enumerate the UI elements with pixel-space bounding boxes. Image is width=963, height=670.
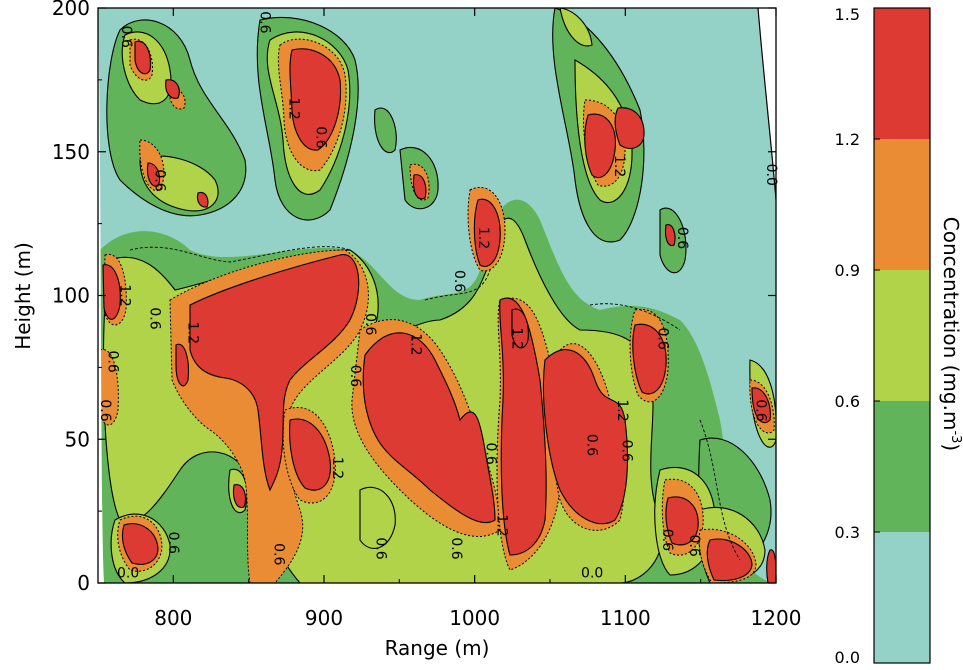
contour-label: 0.0 bbox=[763, 164, 779, 186]
y-axis: 0 50 100 150 200 bbox=[52, 0, 776, 595]
contour-label: 1.2 bbox=[493, 514, 509, 536]
colorbar-swatch bbox=[874, 532, 930, 663]
contour-label: 0.6 bbox=[451, 270, 467, 292]
contour-label: 0.6 bbox=[165, 532, 181, 554]
colorbar-tick-label: 1.5 bbox=[835, 5, 860, 24]
contour-labels: 0.6 0.6 1.2 0.6 0.6 0.6 1.2 1.2 0.6 0.0 1.2 0.6 1.2 0… bbox=[97, 11, 779, 581]
colorbar: 0.0 0.3 0.6 0.9 1.2 1.5 bbox=[835, 5, 931, 667]
contour-label: 0.6 bbox=[312, 126, 328, 148]
x-tick-label: 800 bbox=[154, 606, 192, 630]
contour-label: 0.6 bbox=[118, 26, 134, 48]
y-tick-label: 50 bbox=[65, 427, 90, 451]
contour-label: 0.6 bbox=[147, 307, 163, 329]
colorbar-frame bbox=[873, 7, 931, 664]
contour-label: 1.2 bbox=[614, 399, 630, 421]
contour-lines bbox=[129, 246, 741, 561]
colorbar-swatch bbox=[874, 270, 930, 401]
y-axis-title: Height (m) bbox=[11, 242, 35, 350]
contour-label: 0.6 bbox=[257, 11, 273, 33]
contour-label: 1.2 bbox=[475, 227, 491, 249]
colorbar-swatch bbox=[874, 8, 930, 139]
contour-label: 0.6 bbox=[362, 313, 378, 335]
contour-label: 1.2 bbox=[407, 333, 423, 355]
colorbar-tick-label: 0.0 bbox=[835, 648, 860, 667]
y-tick-label: 200 bbox=[52, 0, 90, 20]
contour-label: 1.2 bbox=[285, 97, 301, 119]
colorbar-tick-label: 0.9 bbox=[835, 261, 860, 280]
svg-text:Concentration (mg.m-3): Concentration (mg.m-3) bbox=[939, 217, 963, 451]
colorbar-title-text: Concentration (mg.m bbox=[939, 217, 963, 431]
contour-label: 1.2 bbox=[508, 327, 524, 349]
colorbar-swatch bbox=[874, 401, 930, 532]
contour-label: 0.6 bbox=[448, 537, 464, 559]
colorbar-swatch bbox=[874, 139, 930, 270]
contour-label: 0.6 bbox=[584, 434, 600, 456]
colorbar-title-sup: -3 bbox=[948, 430, 963, 443]
contour-label: 1.2 bbox=[329, 457, 345, 479]
plot-notch-edge bbox=[757, 8, 776, 201]
colorbar-title-close: ) bbox=[939, 443, 963, 451]
contour-label: 1.2 bbox=[184, 322, 200, 344]
y-tick-label: 150 bbox=[52, 140, 90, 164]
contour-label: 0.6 bbox=[654, 327, 670, 349]
x-axis-title: Range (m) bbox=[385, 636, 490, 660]
contour-label: 0.6 bbox=[105, 350, 121, 372]
x-tick-label: 1000 bbox=[449, 606, 500, 630]
contour-label: 0.6 bbox=[618, 440, 634, 462]
contour-label: 0.6 bbox=[674, 227, 690, 249]
colorbar-tick-label: 0.3 bbox=[835, 523, 860, 542]
contour-label: 0.6 bbox=[659, 529, 675, 551]
contour-label: 0.6 bbox=[752, 399, 768, 421]
contour-label: 0.6 bbox=[483, 442, 499, 464]
y-tick-label: 0 bbox=[77, 571, 90, 595]
colorbar-tick-label: 1.2 bbox=[835, 130, 860, 149]
contour-label: 0.6 bbox=[270, 543, 286, 565]
x-tick-label: 1200 bbox=[751, 606, 802, 630]
level-1.2-band bbox=[102, 40, 776, 583]
colorbar-tick-label: 0.6 bbox=[835, 392, 860, 411]
contour-label: 0.6 bbox=[151, 169, 167, 191]
contour-label: 0.6 bbox=[686, 534, 702, 556]
contour-label: 0.6 bbox=[347, 365, 363, 387]
x-axis: 800 900 1000 1100 1200 bbox=[97, 8, 802, 630]
contour-label: 1.2 bbox=[611, 155, 627, 177]
contour-label: 0.0 bbox=[581, 565, 603, 581]
contour-label: 0.6 bbox=[97, 399, 113, 421]
contour-label: 0.6 bbox=[373, 537, 389, 559]
y-tick-label: 100 bbox=[52, 284, 90, 308]
x-tick-label: 900 bbox=[305, 606, 343, 630]
plot-area bbox=[98, 8, 776, 583]
colorbar-title: Concentration (mg.m-3) bbox=[939, 217, 963, 451]
contour-label: 0.0 bbox=[117, 565, 139, 581]
contour-label: 1.2 bbox=[117, 284, 133, 306]
x-tick-label: 1100 bbox=[600, 606, 651, 630]
